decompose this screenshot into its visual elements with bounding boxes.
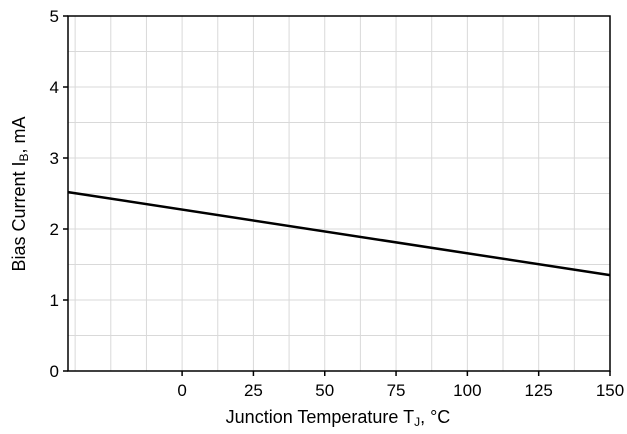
grid-lines (68, 16, 610, 371)
y-tick-label: 2 (50, 220, 59, 239)
y-tick-label: 3 (50, 149, 59, 168)
x-tick-label: 0 (177, 381, 186, 400)
x-tick-label: 75 (387, 381, 406, 400)
y-axis-label: Bias Current IB, mA (9, 116, 31, 271)
series-layer (67, 190, 611, 277)
x-tick-label: 50 (315, 381, 334, 400)
x-axis-label: Junction Temperature TJ, °C (226, 407, 451, 429)
y-tick-label: 0 (50, 362, 59, 381)
y-tick-label: 5 (50, 7, 59, 26)
y-tick-label: 1 (50, 291, 59, 310)
series-line (67, 190, 611, 277)
axes (63, 15, 611, 376)
plot-frame (67, 15, 611, 372)
x-tick-label: 150 (596, 381, 624, 400)
x-tick-label: 25 (244, 381, 263, 400)
x-tick-label: 100 (453, 381, 481, 400)
x-tick-label: 125 (524, 381, 552, 400)
y-tick-label: 4 (50, 78, 59, 97)
